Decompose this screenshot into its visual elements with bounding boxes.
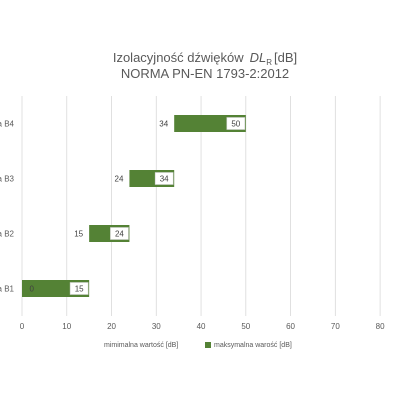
x-tick-label: 50 bbox=[241, 322, 250, 331]
data-label-min: 34 bbox=[159, 120, 168, 129]
data-labels: 15 0 24 15 34 24 50 34 bbox=[30, 117, 246, 295]
x-axis-ticks: 0 10 20 30 40 50 60 70 80 bbox=[20, 322, 385, 331]
bars bbox=[22, 115, 246, 297]
x-tick-label: 80 bbox=[376, 322, 385, 331]
gridlines bbox=[21, 96, 381, 316]
x-tick-label: 40 bbox=[197, 322, 206, 331]
x-tick-label: 10 bbox=[62, 322, 71, 331]
chart-title: Izolacyjność dźwięków DLR [dB] NORMA PN-EN… bbox=[113, 50, 297, 81]
legend: mimimalna wartość [dB] maksymalna warość … bbox=[96, 342, 292, 349]
chart-title-line1: Izolacyjność dźwięków DLR [dB] bbox=[113, 50, 297, 67]
x-tick-label: 0 bbox=[20, 322, 25, 331]
x-tick-label: 70 bbox=[331, 322, 340, 331]
legend-label-max: maksymalna warość [dB] bbox=[214, 342, 292, 349]
category-label: a B3 bbox=[0, 175, 15, 184]
data-label-min: 15 bbox=[74, 230, 83, 239]
data-label-min: 24 bbox=[115, 175, 124, 184]
data-label-max: 24 bbox=[115, 230, 124, 239]
category-labels: a B1 a B2 a B3 a B4 bbox=[0, 120, 15, 294]
data-label-min: 0 bbox=[30, 285, 35, 294]
x-tick-label: 30 bbox=[152, 322, 161, 331]
data-label-max-box bbox=[110, 227, 129, 240]
data-label-max-box bbox=[69, 282, 89, 295]
bar-min bbox=[22, 115, 174, 132]
data-label-max: 34 bbox=[160, 175, 169, 184]
data-label-max: 50 bbox=[231, 120, 240, 129]
x-tick-label: 60 bbox=[286, 322, 295, 331]
data-label-max-box bbox=[154, 172, 174, 185]
legend-label-min: mimimalna wartość [dB] bbox=[104, 342, 178, 349]
bar-min bbox=[22, 170, 129, 187]
category-label: a B2 bbox=[0, 230, 15, 239]
legend-swatch-max bbox=[205, 342, 211, 348]
category-label: a B4 bbox=[0, 120, 15, 129]
chart-title-line2: NORMA PN-EN 1793-2:2012 bbox=[121, 66, 289, 81]
data-label-max: 15 bbox=[75, 285, 84, 294]
legend-swatch-min bbox=[96, 342, 102, 348]
x-tick-label: 20 bbox=[107, 322, 116, 331]
data-label-max-box bbox=[226, 117, 246, 130]
category-label: a B1 bbox=[0, 285, 15, 294]
